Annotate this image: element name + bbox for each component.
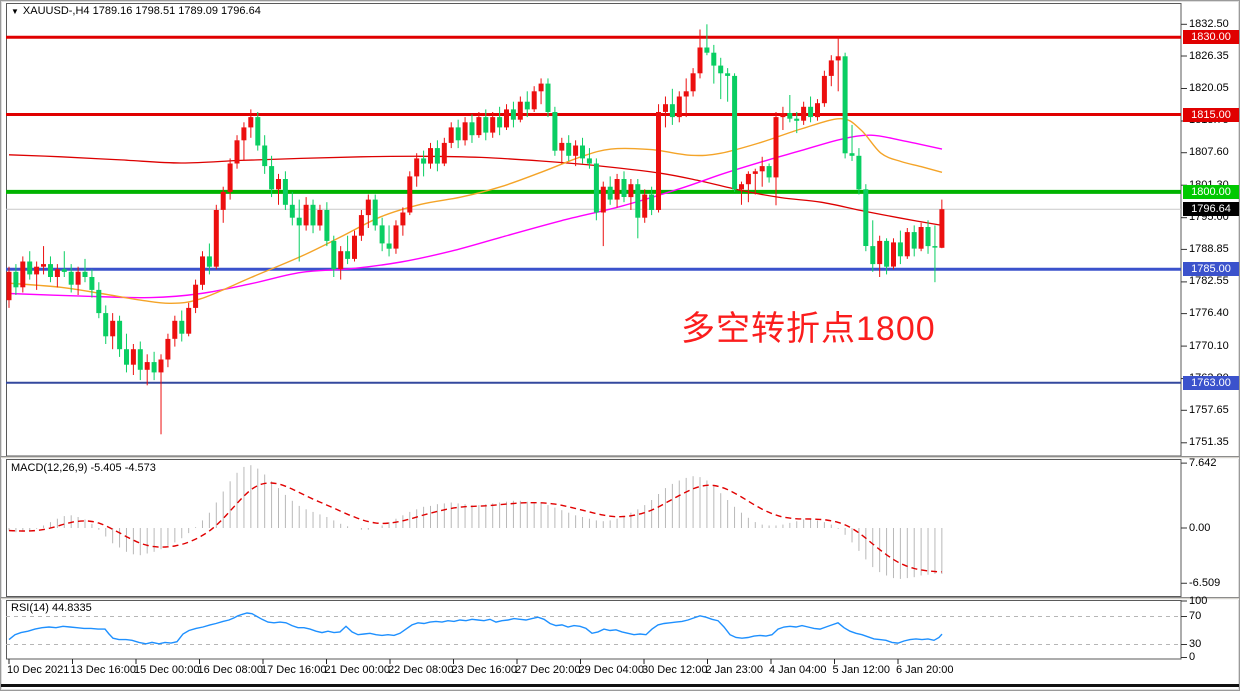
- candlesticks: [6, 24, 945, 435]
- pane-separator-macd[interactable]: [1, 456, 1239, 459]
- time-tick-label: 27 Dec 20:00: [515, 664, 581, 676]
- time-tick-label: 29 Dec 04:00: [578, 664, 644, 676]
- macd-tick-label: 0.00: [1189, 521, 1211, 534]
- price-tick-label: 1757.65: [1189, 403, 1229, 416]
- time-tick-label: 22 Dec 08:00: [388, 664, 454, 676]
- time-tick-label: 30 Dec 12:00: [642, 664, 708, 676]
- price-tick-label: 1832.50: [1189, 17, 1229, 30]
- ma-mid-magenta: [8, 134, 943, 299]
- price-tick-label: 1776.40: [1189, 307, 1229, 320]
- macd-signal-line: [8, 482, 942, 573]
- rsi-tick-label: 0: [1189, 651, 1196, 663]
- ma-slow-red: [8, 154, 943, 227]
- price-tick-label: 1826.35: [1189, 49, 1229, 62]
- rsi-tick-label: 70: [1189, 610, 1202, 622]
- ohlc-collapse-triangle-icon[interactable]: ▼: [11, 7, 19, 16]
- rsi-tick-label: 100: [1189, 594, 1208, 607]
- time-tick-label: 5 Jan 12:00: [832, 664, 891, 676]
- time-tick-label: 10 Dec 2021: [7, 664, 70, 676]
- price-level-box-1785.00: 1785.00: [1183, 262, 1239, 277]
- chart-title: ▼ XAUUSD-,H4 1789.16 1798.51 1789.09 1796…: [11, 5, 261, 17]
- time-tick-label: 16 Dec 08:00: [197, 664, 263, 676]
- ma-fast-orange: [8, 117, 943, 305]
- price-level-box-1830.00: 1830.00: [1183, 30, 1239, 45]
- time-tick-label: 6 Jan 20:00: [896, 664, 954, 676]
- time-tick-label: 15 Dec 00:00: [134, 664, 200, 676]
- pane-separator-rsi[interactable]: [1, 597, 1239, 600]
- price-level-box-1796.64: 1796.64: [1183, 202, 1239, 217]
- chart-annotation-text[interactable]: 多空转折点1800: [681, 310, 936, 348]
- time-tick-label: 17 Dec 16:00: [261, 664, 327, 676]
- time-tick-label: 4 Jan 04:00: [769, 664, 827, 676]
- rsi-line: [8, 612, 943, 645]
- price-tick-label: 1770.10: [1189, 339, 1229, 352]
- price-level-box-1815.00: 1815.00: [1183, 107, 1239, 122]
- macd-histogram: [8, 465, 943, 579]
- time-tick-label: 23 Dec 16:00: [451, 664, 517, 676]
- rsi-tick-label: 30: [1189, 638, 1202, 650]
- macd-tick-label: 7.642: [1189, 456, 1217, 469]
- time-tick-label: 13 Dec 16:00: [70, 664, 136, 676]
- price-level-box-1763.00: 1763.00: [1183, 375, 1239, 390]
- price-tick-label: 1788.85: [1189, 242, 1229, 255]
- price-level-box-1800.00: 1800.00: [1183, 184, 1239, 199]
- time-tick-label: 21 Dec 00:00: [324, 664, 390, 676]
- price-pane-frame: [6, 3, 1182, 457]
- price-tick-label: 1820.05: [1189, 82, 1229, 94]
- macd-tick-label: -6.509: [1189, 576, 1221, 589]
- price-tick-label: 1782.55: [1189, 275, 1229, 288]
- window-bottom-edge: [1, 684, 1239, 687]
- macd-pane-frame: [6, 459, 1182, 597]
- rsi-indicator-label: RSI(14) 44.8335: [11, 602, 92, 614]
- price-tick-label: 1751.35: [1189, 436, 1229, 449]
- macd-indicator-label: MACD(12,26,9) -5.405 -4.573: [11, 462, 156, 474]
- time-tick-label: 2 Jan 23:00: [705, 664, 764, 676]
- chart-title-text: XAUUSD-,H4 1789.16 1798.51 1789.09 1796.…: [22, 5, 261, 17]
- price-tick-label: 1807.60: [1189, 146, 1229, 159]
- rsi-pane-frame: [6, 600, 1182, 660]
